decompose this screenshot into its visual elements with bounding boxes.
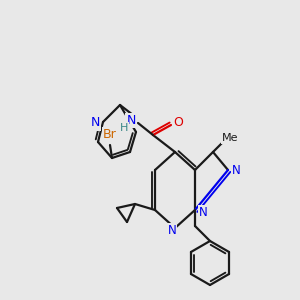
Text: N: N (126, 113, 136, 127)
Text: N: N (168, 224, 176, 236)
Text: H: H (120, 123, 128, 133)
Text: N: N (232, 164, 240, 176)
Text: N: N (90, 116, 100, 130)
Text: N: N (199, 206, 207, 218)
Text: O: O (173, 116, 183, 130)
Text: Me: Me (222, 133, 238, 143)
Text: Br: Br (103, 128, 117, 140)
